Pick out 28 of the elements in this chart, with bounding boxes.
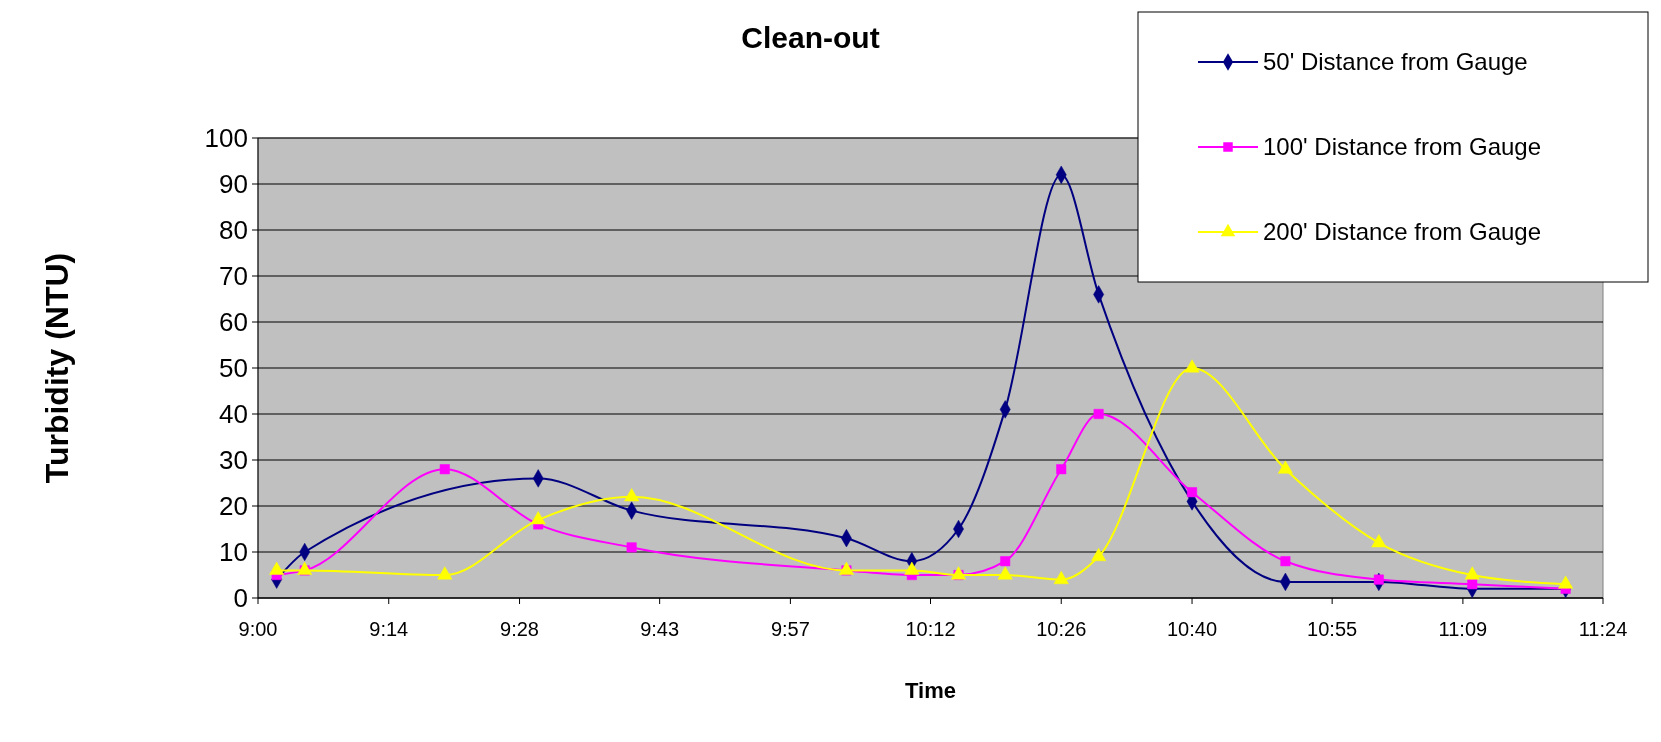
y-tick-label: 70 bbox=[219, 261, 248, 292]
y-tick-label: 100 bbox=[204, 123, 248, 154]
y-tick-label: 0 bbox=[233, 583, 248, 614]
legend-label: 50' Distance from Gauge bbox=[1263, 48, 1528, 76]
x-tick-label: 9:28 bbox=[500, 618, 540, 640]
chart-title: Clean-out bbox=[741, 21, 880, 54]
x-tick-label: 11:24 bbox=[1578, 618, 1628, 640]
y-tick-label: 60 bbox=[219, 307, 248, 338]
legend-label: 100' Distance from Gauge bbox=[1263, 133, 1542, 161]
y-tick-label: 90 bbox=[219, 169, 248, 200]
x-tick-label: 9:14 bbox=[369, 618, 409, 640]
x-tick-label: 10:12 bbox=[905, 618, 956, 640]
y-tick-label: 10 bbox=[219, 537, 248, 568]
y-tick-label: 80 bbox=[219, 215, 248, 246]
x-tick-label: 9:43 bbox=[640, 618, 680, 640]
x-axis-title: Time bbox=[905, 678, 956, 703]
y-tick-label: 30 bbox=[219, 445, 248, 476]
legend-label: 200' Distance from Gauge bbox=[1263, 218, 1542, 246]
y-tick-label: 40 bbox=[219, 399, 248, 430]
x-tick-label: 9:00 bbox=[238, 618, 278, 640]
x-tick-label: 11:09 bbox=[1438, 618, 1488, 640]
x-tick-label: 9:57 bbox=[770, 618, 810, 640]
x-tick-label: 10:40 bbox=[1167, 618, 1218, 640]
y-tick-label: 20 bbox=[219, 491, 248, 522]
y-axis-title: Turbidity (NTU) bbox=[39, 252, 75, 484]
y-tick-label: 50 bbox=[219, 353, 248, 384]
x-tick-label: 10:26 bbox=[1036, 618, 1087, 640]
x-tick-label: 10:55 bbox=[1307, 618, 1358, 640]
